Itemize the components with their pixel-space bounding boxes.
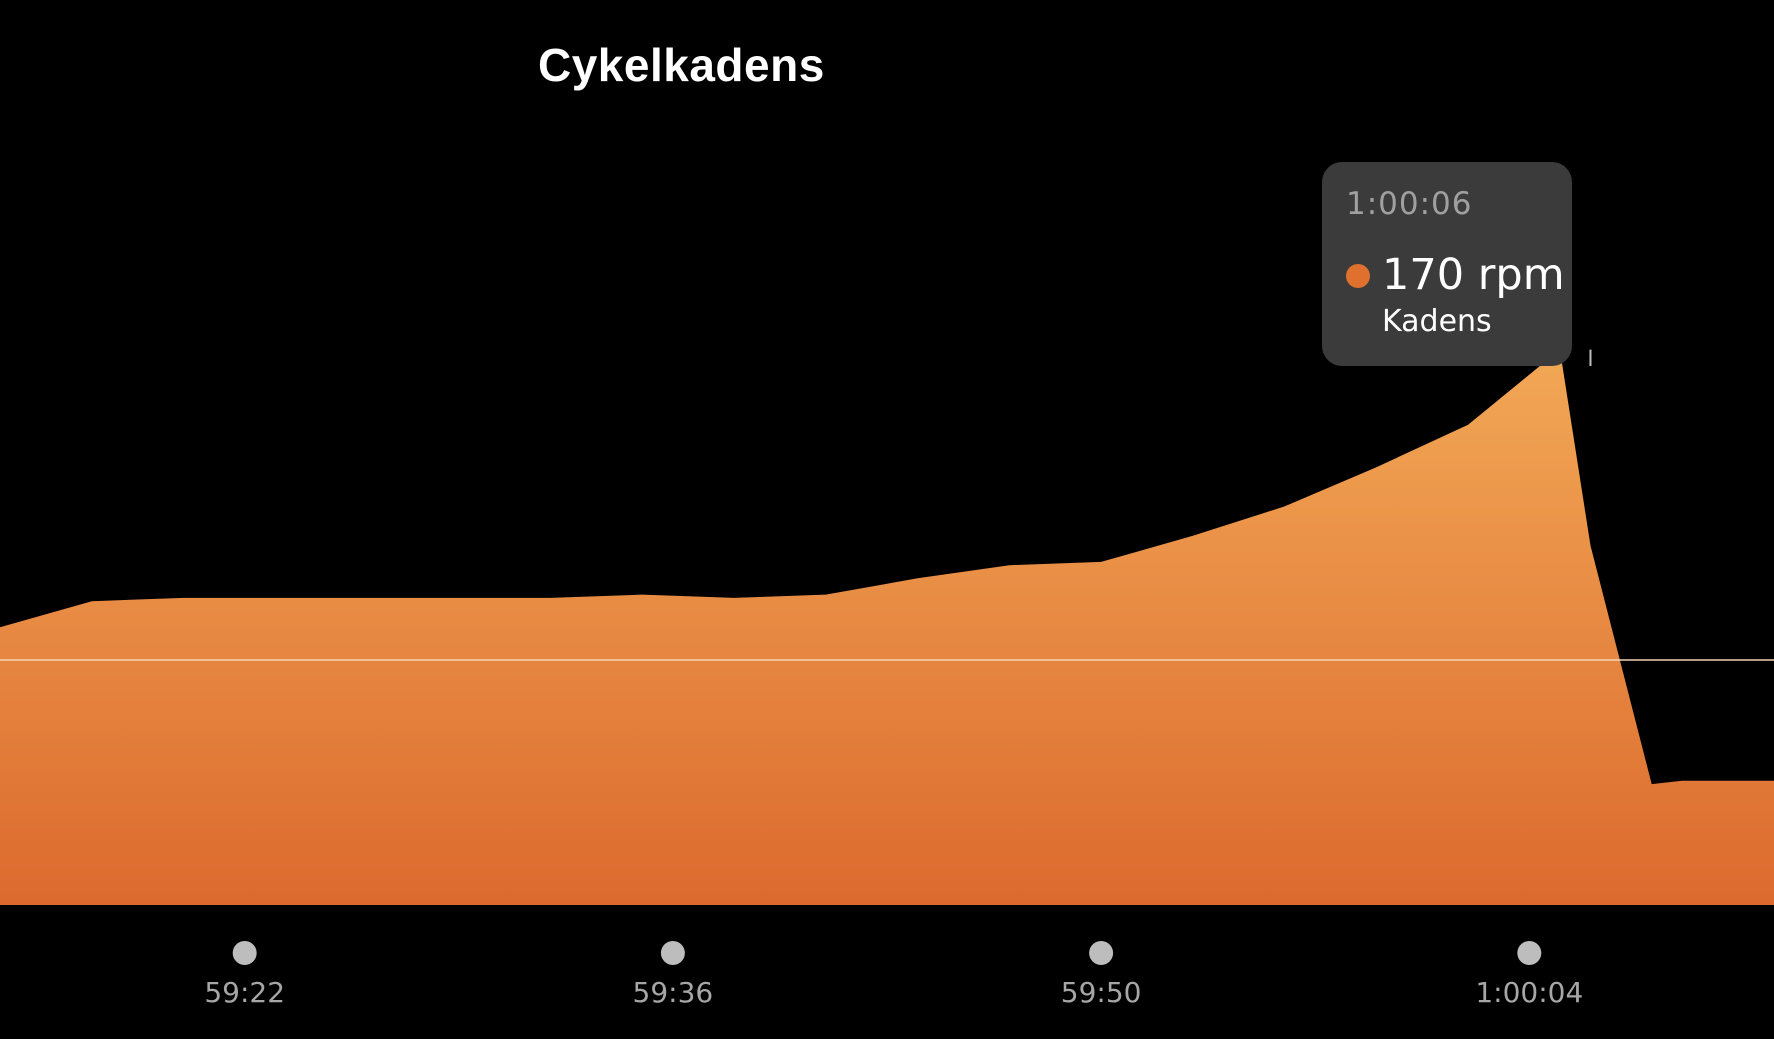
value-tooltip: 1:00:06 170 rpm Kadens — [1322, 162, 1572, 366]
series-color-dot — [1346, 264, 1370, 288]
x-tick-dot-1 — [660, 941, 685, 965]
x-tick-dot-3 — [1517, 941, 1542, 965]
cadence-area — [0, 349, 1774, 906]
tooltip-time: 1:00:06 — [1346, 186, 1473, 222]
x-tick-dot-2 — [1089, 941, 1114, 965]
chart-title: Cykelkadens — [538, 39, 825, 91]
x-tick-label-1: 59:36 — [633, 976, 714, 1009]
tooltip-value: 170 rpm — [1382, 250, 1565, 300]
x-axis: 59:22 59:36 59:50 1:00:04 — [204, 941, 1583, 1009]
tooltip-series-name: Kadens — [1382, 304, 1492, 339]
x-tick-label-3: 1:00:04 — [1475, 976, 1583, 1009]
x-tick-label-2: 59:50 — [1061, 976, 1142, 1009]
x-tick-dot-0 — [232, 941, 257, 965]
x-tick-label-0: 59:22 — [204, 976, 285, 1009]
